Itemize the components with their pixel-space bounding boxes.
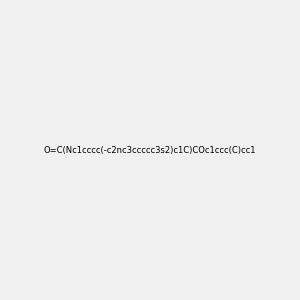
- Text: O=C(Nc1cccc(-c2nc3ccccc3s2)c1C)COc1ccc(C)cc1: O=C(Nc1cccc(-c2nc3ccccc3s2)c1C)COc1ccc(C…: [44, 146, 256, 154]
